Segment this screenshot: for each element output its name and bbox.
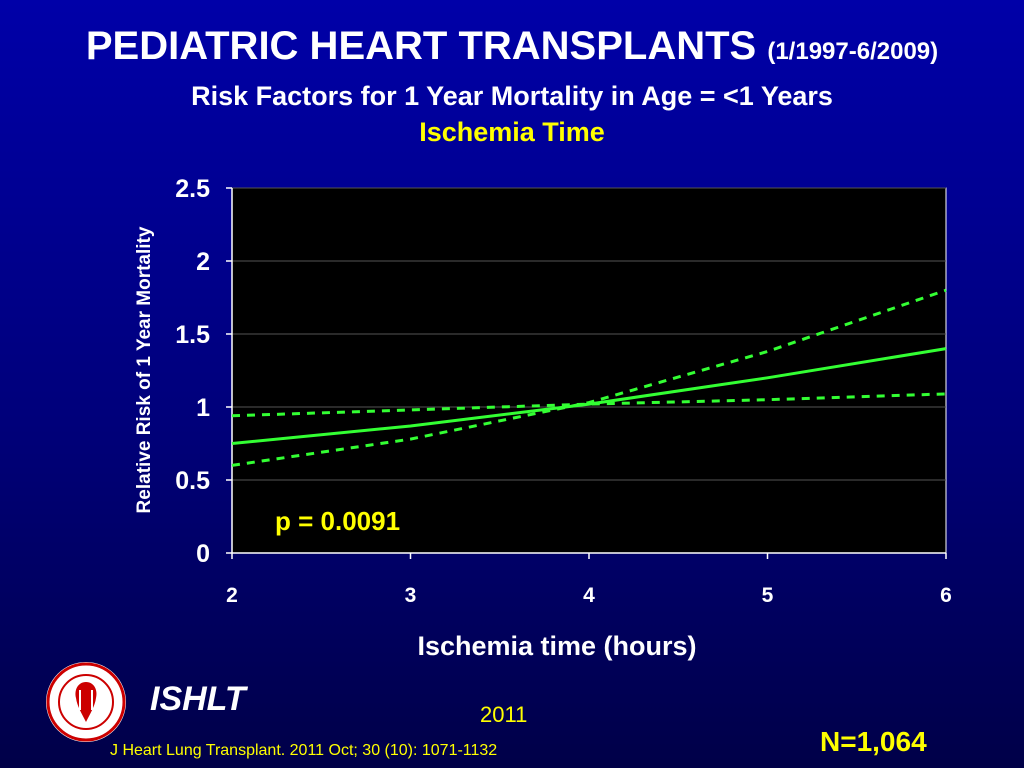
x-tick-label: 4 <box>583 584 595 607</box>
y-tick-label: 2.5 <box>175 175 210 203</box>
org-label: ISHLT <box>150 680 246 718</box>
x-axis-label: Ischemia time (hours) <box>417 631 696 661</box>
subtitle-topic: Ischemia Time <box>419 117 605 147</box>
y-tick-label: 1 <box>196 394 210 422</box>
title-text: PEDIATRIC HEART TRANSPLANTS <box>85 24 757 68</box>
title-dates: (1/1997-6/2009) <box>767 38 939 65</box>
y-axis-label: Relative Risk of 1 Year Mortality <box>134 226 155 513</box>
page-title: PEDIATRIC HEART TRANSPLANTS (1/1997-6/20… <box>0 22 1024 76</box>
y-tick-label: 0 <box>196 540 210 568</box>
ishlt-logo <box>44 660 128 749</box>
subtitle: Risk Factors for 1 Year Mortality in Age… <box>191 81 833 111</box>
plot-area <box>231 187 947 554</box>
y-tick-label: 1.5 <box>175 321 210 349</box>
citation: J Heart Lung Transplant. 2011 Oct; 30 (1… <box>110 742 498 759</box>
x-tick-label: 2 <box>226 584 238 607</box>
sample-size-label: N=1,064 <box>820 726 927 757</box>
y-tick-label: 2 <box>196 248 210 276</box>
y-tick-label: 0.5 <box>175 467 210 495</box>
p-value-annotation: p = 0.0091 <box>275 506 400 536</box>
x-tick-label: 3 <box>405 584 417 607</box>
year-label: 2011 <box>480 702 528 727</box>
logo-seal-icon <box>46 662 126 742</box>
x-tick-label: 6 <box>940 584 952 607</box>
confidence-bound-line-1 <box>231 288 947 467</box>
x-tick-label: 5 <box>762 584 774 607</box>
